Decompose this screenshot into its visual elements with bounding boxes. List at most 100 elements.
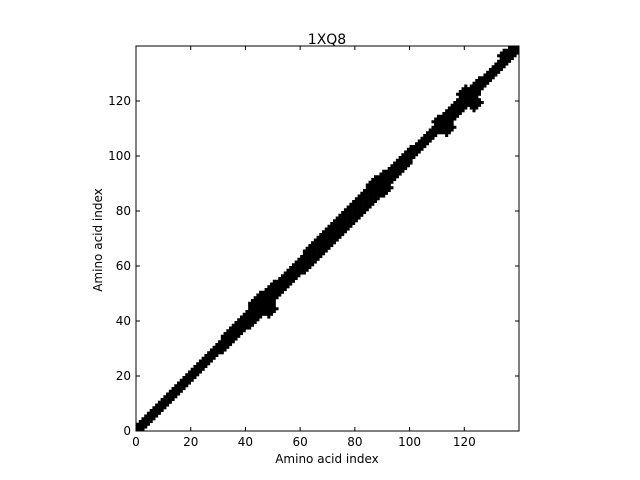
contact-cell bbox=[198, 370, 202, 374]
contact-blob-cell bbox=[436, 120, 440, 124]
contact-cell bbox=[209, 356, 213, 360]
contact-cell bbox=[316, 241, 320, 245]
contact-cell bbox=[179, 384, 183, 388]
contact-cell bbox=[335, 216, 339, 220]
contact-blob-cell bbox=[267, 310, 271, 314]
contact-cell bbox=[494, 70, 498, 74]
contact-blob-cell bbox=[368, 186, 372, 190]
contact-cell bbox=[289, 268, 293, 272]
contact-cell bbox=[491, 65, 495, 69]
contact-cell bbox=[267, 288, 271, 292]
contact-cell bbox=[209, 351, 213, 355]
contact-cell bbox=[283, 285, 287, 289]
contact-cell bbox=[283, 274, 287, 278]
contact-cell bbox=[313, 252, 317, 256]
contact-cell bbox=[239, 323, 243, 327]
contact-cell bbox=[297, 271, 301, 275]
contact-cell bbox=[322, 249, 326, 253]
contact-cell bbox=[442, 112, 446, 116]
contact-cell bbox=[379, 172, 383, 176]
contact-cell bbox=[357, 200, 361, 204]
contact-cell bbox=[196, 370, 200, 374]
contact-cell bbox=[289, 279, 293, 283]
contact-cell bbox=[390, 178, 394, 182]
contact-cell bbox=[327, 227, 331, 231]
y-tick-label: 120 bbox=[108, 94, 131, 108]
contact-cell bbox=[207, 356, 211, 360]
contact-cell bbox=[302, 257, 306, 261]
contact-cell bbox=[475, 84, 479, 88]
contact-blob-cell bbox=[382, 189, 386, 193]
contact-cell bbox=[302, 268, 306, 272]
contact-cell bbox=[417, 150, 421, 154]
contact-cell bbox=[297, 268, 301, 272]
contact-cell bbox=[499, 65, 503, 69]
x-tick-label: 20 bbox=[183, 435, 198, 449]
contact-cell bbox=[155, 414, 159, 418]
contact-cell bbox=[280, 282, 285, 286]
contact-cell bbox=[308, 266, 312, 270]
contact-blob-cell bbox=[508, 48, 512, 52]
contact-cell bbox=[450, 117, 454, 121]
contact-cell bbox=[226, 337, 230, 341]
contact-cell bbox=[229, 329, 233, 333]
contact-cell bbox=[313, 249, 317, 253]
contact-cell bbox=[322, 241, 326, 245]
contact-blob-cell bbox=[458, 95, 462, 99]
contact-cell bbox=[423, 139, 427, 143]
contact-blob-cell bbox=[458, 90, 462, 94]
plot-frame bbox=[135, 45, 520, 432]
contact-cell bbox=[357, 202, 361, 206]
contact-cell bbox=[393, 172, 397, 176]
contact-blob-cell bbox=[445, 125, 449, 129]
contact-cell bbox=[308, 257, 312, 261]
contact-blob-cell bbox=[450, 128, 454, 132]
contact-cell bbox=[332, 227, 337, 231]
contact-cell bbox=[149, 420, 153, 424]
contact-blob-cell bbox=[445, 117, 449, 121]
contact-cell bbox=[442, 114, 446, 118]
contact-cell bbox=[477, 90, 481, 94]
contact-cell bbox=[477, 76, 481, 80]
contact-cell bbox=[253, 315, 257, 319]
contact-cell bbox=[434, 131, 438, 135]
contact-cell bbox=[305, 266, 309, 270]
contact-blob-cell bbox=[253, 301, 257, 305]
contact-cell bbox=[404, 161, 408, 165]
x-tick-label: 120 bbox=[453, 435, 476, 449]
contact-cell bbox=[146, 417, 150, 421]
contact-cell bbox=[283, 282, 287, 286]
contact-cell bbox=[275, 293, 279, 297]
contact-cell bbox=[182, 378, 186, 382]
contact-blob-cell bbox=[447, 123, 451, 127]
contact-blob-cell bbox=[371, 183, 375, 187]
contact-cell bbox=[305, 255, 309, 259]
contact-blob-cell bbox=[436, 125, 440, 129]
contact-cell bbox=[237, 321, 241, 325]
contact-blob-cell bbox=[259, 310, 263, 314]
contact-cell bbox=[335, 235, 339, 239]
contact-blob-cell bbox=[256, 293, 260, 297]
contact-blob-cell bbox=[374, 189, 378, 193]
contact-cell bbox=[404, 153, 408, 157]
contact-cell bbox=[458, 103, 462, 107]
contact-cell bbox=[209, 359, 213, 363]
contact-cell bbox=[431, 125, 435, 129]
contact-cell bbox=[250, 321, 254, 325]
contact-cell bbox=[354, 197, 358, 201]
contact-cell bbox=[368, 200, 372, 204]
contact-cell bbox=[327, 244, 331, 248]
contact-cell bbox=[434, 128, 438, 132]
contact-blob-cell bbox=[472, 95, 476, 99]
contact-cell bbox=[332, 222, 337, 226]
contact-cell bbox=[267, 293, 271, 297]
contact-cell bbox=[237, 318, 241, 322]
contact-blob-cell bbox=[259, 293, 263, 297]
contact-cell bbox=[409, 145, 413, 149]
contact-cell bbox=[409, 150, 413, 154]
contact-blob-cell bbox=[434, 123, 438, 127]
contact-blob-cell bbox=[469, 106, 473, 110]
contact-cell bbox=[286, 268, 290, 272]
contact-blob-cell bbox=[477, 101, 481, 105]
contact-cell bbox=[149, 414, 153, 418]
